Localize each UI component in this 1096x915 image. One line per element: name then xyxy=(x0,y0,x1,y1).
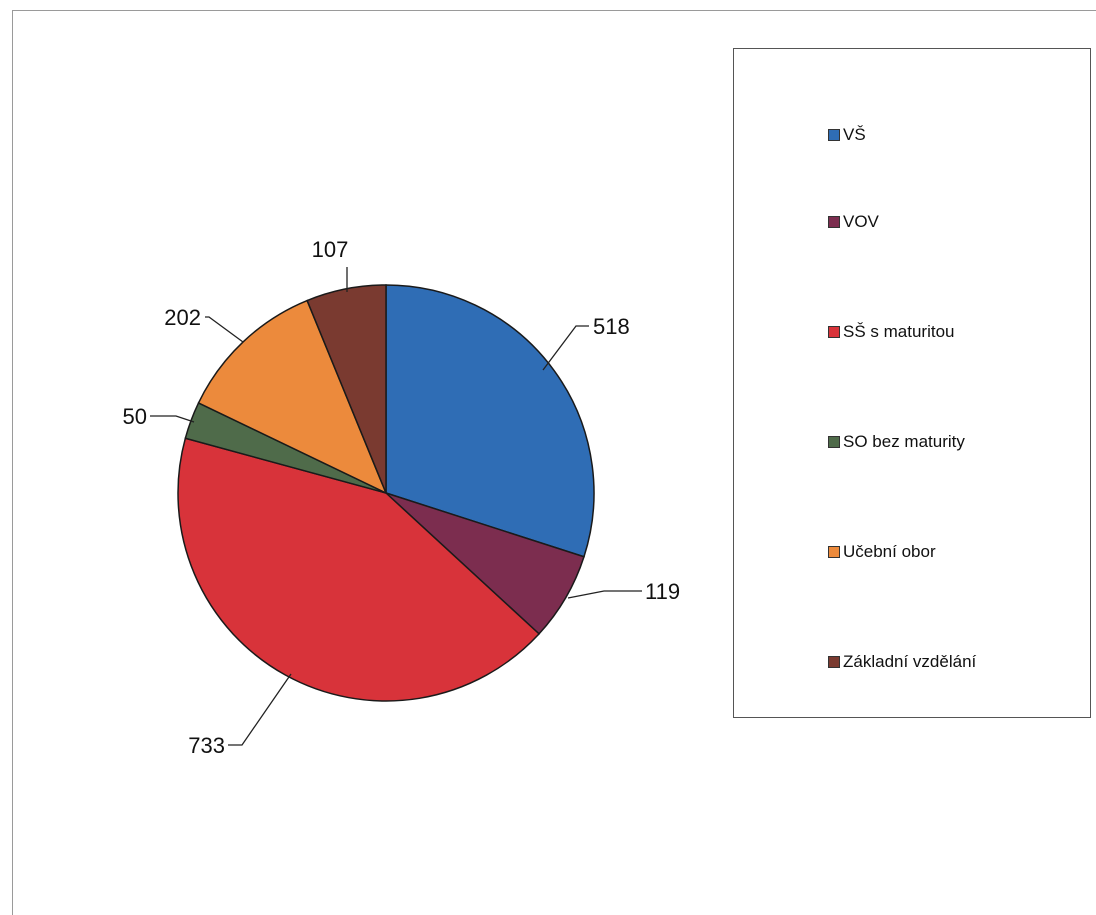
chart-frame xyxy=(12,10,1096,915)
legend-item-ss-s-maturitou[interactable]: SŠ s maturitou xyxy=(828,322,955,342)
pie-slice-2[interactable] xyxy=(177,437,541,702)
legend-label-ucebni-obor: Učební obor xyxy=(843,542,936,561)
data-label-4: 202 xyxy=(164,305,201,330)
data-labels: 518 119 733 50 202 107 xyxy=(123,237,681,758)
data-label-0: 518 xyxy=(593,314,630,339)
legend-label-zakladni-vzdelani: Základní vzdělání xyxy=(843,652,977,671)
data-label-5: 107 xyxy=(312,237,349,262)
leader-line-1 xyxy=(567,590,642,599)
leader-line-3 xyxy=(150,415,195,423)
legend-label-ss-s-maturitou: SŠ s maturitou xyxy=(843,322,955,341)
legend-swatch-so-bez-maturity xyxy=(828,436,840,448)
legend-item-vs[interactable]: VŠ xyxy=(828,125,866,145)
leader-line-0 xyxy=(542,325,589,371)
pie-slice-0[interactable] xyxy=(385,284,595,558)
pie-slices xyxy=(177,284,595,702)
legend-item-zakladni-vzdelani[interactable]: Základní vzdělání xyxy=(828,652,976,672)
leader-lines xyxy=(150,267,642,746)
data-label-3: 50 xyxy=(123,404,147,429)
legend-item-ucebni-obor[interactable]: Učební obor xyxy=(828,542,936,562)
legend: VŠ VOV SŠ s maturitou SO bez maturity Uč… xyxy=(733,48,1091,718)
legend-item-so-bez-maturity[interactable]: SO bez maturity xyxy=(828,432,965,452)
legend-swatch-vs xyxy=(828,129,840,141)
legend-swatch-ucebni-obor xyxy=(828,546,840,558)
legend-label-vs: VŠ xyxy=(843,125,866,144)
legend-item-vov[interactable]: VOV xyxy=(828,212,879,232)
leader-line-2 xyxy=(228,673,292,746)
data-label-1: 119 xyxy=(645,579,680,604)
data-label-2: 733 xyxy=(188,733,225,758)
legend-label-vov: VOV xyxy=(843,212,879,231)
pie-slice-4[interactable] xyxy=(197,299,388,495)
legend-swatch-vov xyxy=(828,216,840,228)
legend-swatch-ss-s-maturitou xyxy=(828,326,840,338)
legend-swatch-zakladni-vzdelani xyxy=(828,656,840,668)
leader-line-4 xyxy=(205,316,244,343)
pie-slice-5[interactable] xyxy=(306,284,387,494)
legend-label-so-bez-maturity: SO bez maturity xyxy=(843,432,965,451)
